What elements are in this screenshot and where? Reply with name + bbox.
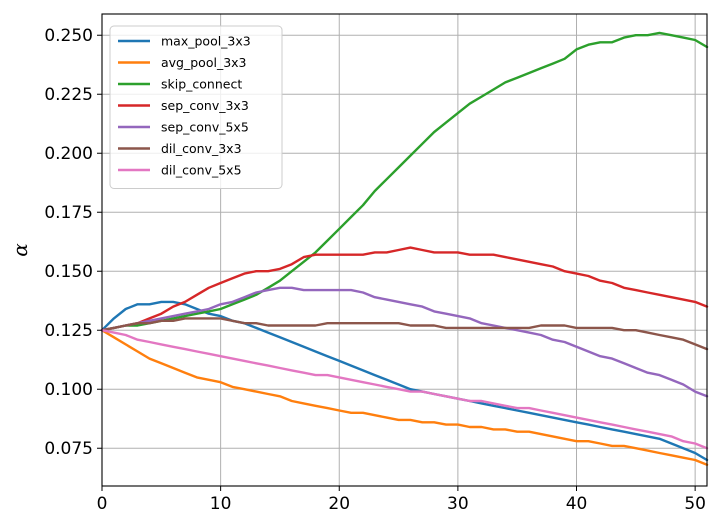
y-tick-label: 0.175 — [44, 203, 93, 223]
x-tick-label: 40 — [566, 494, 588, 514]
series-line-avg-pool-3x3 — [100, 329, 709, 466]
x-tick-label: 20 — [328, 494, 350, 514]
x-axis: 0 10 20 30 40 50 — [97, 486, 706, 514]
legend-label: skip_connect — [161, 77, 242, 92]
y-axis: 0.075 0.100 0.125 0.150 0.175 0.200 0.225 0.250 — [44, 26, 102, 459]
y-tick-label: 0.200 — [44, 144, 93, 164]
legend-label: dil_conv_5x5 — [161, 163, 242, 178]
y-tick-label: 0.150 — [44, 262, 93, 282]
y-tick-label: 0.100 — [44, 380, 93, 400]
y-tick-label: 0.250 — [44, 26, 93, 46]
legend-label: sep_conv_3x3 — [161, 98, 249, 113]
y-tick-label: 0.075 — [44, 439, 93, 459]
legend-label: max_pool_3x3 — [161, 34, 251, 49]
legend-label: sep_conv_5x5 — [161, 120, 249, 135]
series-line-sep-conv-5x5 — [100, 286, 709, 398]
y-tick-label: 0.225 — [44, 85, 93, 105]
series-line-max-pool-3x3 — [100, 300, 709, 462]
series-layer — [100, 31, 709, 466]
legend-label: avg_pool_3x3 — [161, 55, 247, 70]
series-line-dil-conv-3x3 — [100, 317, 709, 351]
x-tick-label: 0 — [97, 494, 108, 514]
series-line-dil-conv-5x5 — [100, 329, 709, 450]
legend: max_pool_3x3 avg_pool_3x3 skip_connect sep_… — [109, 25, 283, 189]
series-line-sep-conv-3x3 — [100, 246, 709, 332]
legend-label: dil_conv_3x3 — [161, 141, 242, 156]
series-line-skip-connect — [100, 31, 709, 332]
plot-frame — [101, 13, 708, 487]
x-tick-label: 10 — [210, 494, 232, 514]
x-tick-label: 30 — [447, 494, 469, 514]
legend-box — [109, 25, 283, 189]
y-axis-title: α — [8, 243, 32, 257]
y-tick-label: 0.125 — [44, 321, 93, 341]
x-tick-label: 50 — [684, 494, 706, 514]
